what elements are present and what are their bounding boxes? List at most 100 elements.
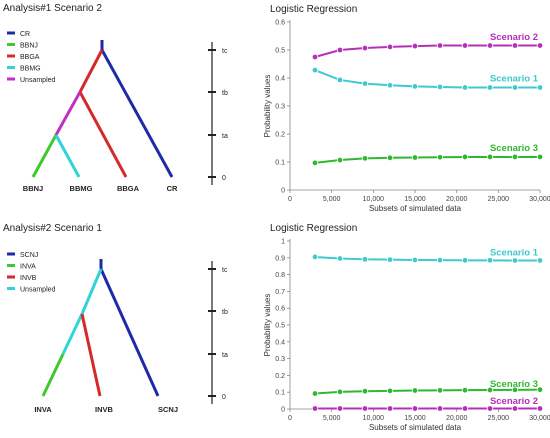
tree1-title: Analysis#1 Scenario 2 bbox=[3, 3, 102, 14]
data-point bbox=[311, 405, 319, 412]
data-point bbox=[436, 405, 444, 412]
phylogeny-tree-2: SCNJ INVA INVB Unsampled tc tb ta 0 INVA INVB SCNJ bbox=[7, 252, 228, 414]
legend-label: BBGA bbox=[20, 54, 40, 61]
data-point bbox=[361, 80, 369, 87]
leaf-label: SCNJ bbox=[158, 405, 178, 414]
chart-title: Logistic Regression bbox=[270, 223, 357, 234]
leaf-label: CR bbox=[167, 184, 178, 193]
x-tick-label: 30,000 bbox=[529, 415, 550, 422]
time-label: tc bbox=[222, 267, 228, 274]
data-point bbox=[411, 83, 419, 90]
data-point bbox=[386, 43, 394, 51]
data-point bbox=[311, 253, 319, 261]
branch-bbnj bbox=[31, 134, 58, 178]
data-point bbox=[511, 153, 519, 161]
x-tick-label: 15,000 bbox=[404, 415, 426, 422]
y-tick-label: 0.7 bbox=[275, 289, 285, 296]
data-point bbox=[461, 153, 469, 161]
time-label: tb bbox=[222, 90, 228, 97]
x-axis-label: Subsets of simulated data bbox=[369, 204, 462, 213]
y-axis-label: Probability values bbox=[263, 294, 272, 357]
legend-label: INVB bbox=[20, 275, 37, 282]
data-point bbox=[436, 256, 444, 264]
data-point bbox=[311, 66, 319, 74]
data-point bbox=[461, 405, 469, 412]
branch-cr bbox=[100, 49, 174, 178]
y-tick-label: 0.4 bbox=[275, 76, 285, 83]
data-point bbox=[436, 83, 444, 91]
x-tick-label: 0 bbox=[288, 415, 292, 422]
data-point bbox=[411, 256, 419, 264]
data-point bbox=[511, 257, 519, 264]
x-tick-label: 10,000 bbox=[363, 415, 385, 422]
y-tick-label: 0.6 bbox=[275, 20, 285, 27]
branch-inva bbox=[41, 353, 65, 397]
x-tick-label: 5,000 bbox=[323, 415, 341, 422]
data-point bbox=[536, 42, 544, 49]
data-point bbox=[486, 84, 494, 91]
data-point bbox=[336, 255, 344, 262]
time-label: 0 bbox=[222, 175, 226, 182]
phylogeny-tree-1: CR BBNJ BBGA BBMG Unsampled tc tb ta 0 BBNJ BBMG BB… bbox=[7, 31, 228, 193]
tree2-title: Analysis#2 Scenario 1 bbox=[3, 223, 102, 234]
data-point bbox=[411, 405, 419, 412]
branch-bbmg bbox=[54, 134, 81, 178]
y-tick-label: 0.2 bbox=[275, 132, 285, 139]
data-point bbox=[536, 84, 544, 91]
data-point bbox=[361, 387, 369, 395]
x-tick-label: 25,000 bbox=[488, 415, 510, 422]
legend-label: BBMG bbox=[20, 66, 41, 73]
data-point bbox=[536, 153, 544, 161]
data-point bbox=[536, 405, 544, 412]
data-point bbox=[361, 155, 369, 162]
data-point bbox=[486, 153, 494, 161]
data-point bbox=[486, 257, 494, 264]
y-tick-label: 0.5 bbox=[275, 323, 285, 330]
data-point bbox=[436, 387, 444, 394]
branch-bbga bbox=[78, 91, 128, 178]
series-label: Scenario 1 bbox=[490, 74, 539, 85]
data-point bbox=[386, 256, 394, 263]
y-tick-label: 0.8 bbox=[275, 272, 285, 279]
data-point bbox=[386, 405, 394, 412]
y-tick-label: 0.3 bbox=[275, 356, 285, 363]
y-tick-label: 1 bbox=[281, 239, 285, 246]
data-point bbox=[311, 390, 319, 397]
data-point bbox=[486, 386, 494, 394]
data-point bbox=[386, 82, 394, 89]
data-point bbox=[536, 386, 544, 393]
data-point bbox=[411, 154, 419, 161]
data-point bbox=[536, 257, 544, 264]
logistic-regression-chart-1: Logistic Regression 0 0.1 0.2 0.3 0.4 0.5 0.6 0 5… bbox=[263, 4, 550, 213]
legend-label: Unsampled bbox=[20, 77, 56, 84]
legend-label: BBNJ bbox=[20, 43, 38, 50]
data-point bbox=[311, 159, 319, 167]
branch-unsampled bbox=[54, 91, 82, 136]
data-point bbox=[386, 387, 394, 395]
y-axis-label: Probability values bbox=[263, 75, 272, 138]
series-line bbox=[314, 69, 540, 89]
data-point bbox=[336, 76, 344, 84]
time-label: 0 bbox=[222, 394, 226, 401]
series-label: Scenario 3 bbox=[490, 379, 538, 390]
leaf-label: INVA bbox=[34, 405, 52, 414]
data-point bbox=[336, 46, 344, 54]
y-tick-label: 0 bbox=[281, 407, 285, 414]
data-point bbox=[461, 42, 469, 49]
branch-invb bbox=[80, 313, 102, 397]
series-label: Scenario 2 bbox=[490, 32, 538, 43]
x-tick-label: 10,000 bbox=[363, 196, 385, 203]
data-point bbox=[361, 44, 369, 52]
branch-unsampled bbox=[80, 268, 103, 315]
series-line bbox=[314, 255, 540, 262]
data-point bbox=[461, 84, 469, 91]
logistic-regression-chart-2: Logistic Regression 0 0.1 0.2 0.3 0.4 0.5 0.6 0.… bbox=[263, 223, 550, 432]
legend-label: Unsampled bbox=[20, 287, 56, 294]
series-label: Scenario 2 bbox=[490, 396, 538, 407]
branch-root-nodea bbox=[78, 49, 104, 93]
data-point bbox=[361, 256, 369, 263]
branch-scnj bbox=[99, 268, 160, 397]
x-tick-label: 0 bbox=[288, 196, 292, 203]
data-point bbox=[511, 405, 519, 412]
legend-label: INVA bbox=[20, 264, 36, 271]
